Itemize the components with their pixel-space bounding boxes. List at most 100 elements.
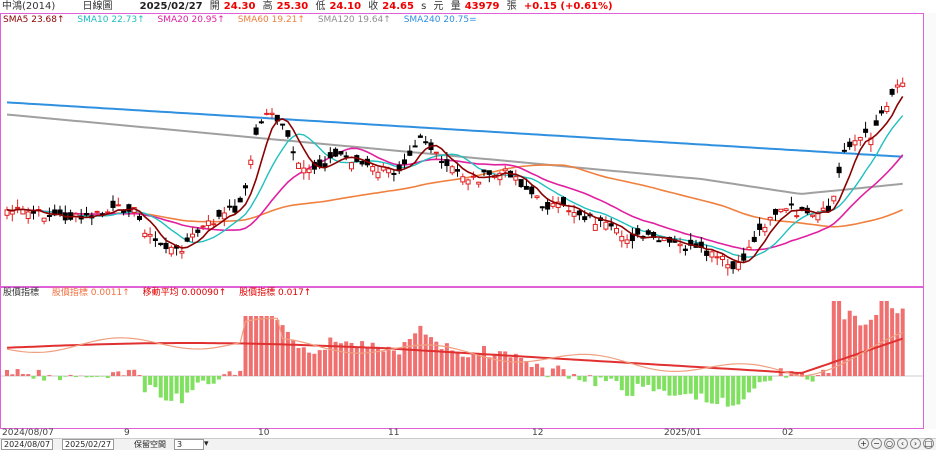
histogram-bar <box>858 325 862 376</box>
histogram-bar <box>726 376 730 407</box>
histogram-bar <box>413 333 417 376</box>
histogram-bar <box>318 350 322 376</box>
histogram-bar <box>551 368 555 376</box>
histogram-bar <box>827 373 831 376</box>
candle <box>885 102 889 114</box>
candle <box>853 135 857 152</box>
histogram-bar <box>21 374 25 376</box>
histogram-bar <box>901 309 905 376</box>
candle <box>413 140 417 147</box>
histogram-bar <box>387 347 391 376</box>
histogram-bar <box>747 376 751 392</box>
candle <box>196 227 200 236</box>
histogram-bar <box>164 376 168 400</box>
histogram-bar <box>275 320 279 376</box>
histogram-bar <box>424 335 428 376</box>
x-tick-label: 2024/08/07 <box>2 428 54 438</box>
histogram-bar <box>445 343 449 376</box>
candle <box>763 224 767 236</box>
indicator-panel[interactable]: 股價指標 股價指標 0.0011↑ 移動平均 0.00090↑ 股價指標 0.0… <box>0 287 924 429</box>
candle <box>530 185 534 198</box>
histogram-bar <box>583 376 587 382</box>
histogram-bar <box>339 343 343 376</box>
x-tick-label: 2025/01 <box>664 428 701 438</box>
candle <box>821 201 825 212</box>
histogram-bar <box>238 371 242 376</box>
histogram-bar <box>297 348 301 376</box>
histogram-bar <box>805 376 809 380</box>
histogram-bar <box>159 376 163 398</box>
candle <box>270 108 274 118</box>
quote-date: 2025/02/27 <box>140 1 203 12</box>
histogram-bar <box>138 375 142 376</box>
indicator-chart[interactable] <box>1 288 923 428</box>
price-chart-panel[interactable]: SMA5 23.68↑ SMA10 22.73↑ SMA20 20.95↑ SM… <box>0 13 924 287</box>
candle <box>874 115 878 126</box>
histogram-bar <box>715 376 719 404</box>
histogram-bar <box>74 376 78 377</box>
candle <box>832 196 836 204</box>
low-value: 24.10 <box>329 1 361 12</box>
histogram-bar <box>630 376 634 396</box>
candle <box>302 160 306 180</box>
fit-icon[interactable]: □ <box>923 438 934 449</box>
histogram-bar <box>657 376 661 389</box>
reset-icon[interactable]: ○ <box>884 438 895 449</box>
candle <box>895 79 899 93</box>
high-label: 高 <box>263 1 273 12</box>
histogram-bar <box>206 376 210 384</box>
open-label: 開 <box>210 1 220 12</box>
histogram-bar <box>842 319 846 376</box>
x-tick-label: 02 <box>782 428 793 438</box>
chart-type[interactable]: 日線圖 <box>82 1 112 12</box>
candle <box>540 206 544 211</box>
candle <box>625 234 629 248</box>
candle <box>185 233 189 242</box>
histogram-bar <box>148 376 152 385</box>
histogram-bar <box>392 351 396 376</box>
candle <box>408 145 412 156</box>
histogram-bar <box>636 376 640 384</box>
histogram-bar <box>111 372 115 376</box>
stock-name: 中鴻(2014) <box>0 1 55 12</box>
histogram-bar <box>26 374 30 376</box>
histogram-bar <box>646 376 650 385</box>
keep-space-input[interactable]: 3 <box>174 439 204 450</box>
dropdown-arrow-icon[interactable]: ▾ <box>204 439 209 449</box>
high-value: 25.30 <box>277 1 309 12</box>
candle <box>32 206 36 220</box>
zoom-out-icon[interactable]: − <box>871 438 882 449</box>
candle <box>397 161 401 174</box>
end-date-input[interactable]: 2025/02/27 <box>62 439 114 450</box>
volume-value: 43979 <box>465 1 500 12</box>
pan-left-icon[interactable]: ‹ <box>897 438 908 449</box>
histogram-bar <box>440 349 444 376</box>
zoom-in-icon[interactable]: + <box>858 438 869 449</box>
histogram-bar <box>509 357 513 376</box>
candle <box>466 179 470 191</box>
histogram-bar <box>42 376 46 381</box>
histogram-bar <box>736 376 740 404</box>
histogram-bar <box>487 357 491 376</box>
histogram-bar <box>572 374 576 376</box>
candle <box>768 217 772 226</box>
histogram-bar <box>710 376 714 404</box>
histogram-bar <box>668 376 672 396</box>
histogram-bar <box>259 316 263 376</box>
candle <box>498 171 502 185</box>
histogram-bar <box>254 316 258 376</box>
histogram-bar <box>848 311 852 376</box>
candlestick-chart[interactable] <box>1 14 923 286</box>
candle <box>228 199 232 210</box>
candle <box>153 231 157 247</box>
histogram-bar <box>694 376 698 400</box>
histogram-bar <box>535 364 539 376</box>
start-date-input[interactable]: 2024/08/07 <box>1 439 53 450</box>
candle <box>784 208 788 213</box>
histogram-bar <box>365 347 369 376</box>
candle <box>858 137 862 146</box>
histogram-bar <box>758 376 762 382</box>
candle <box>604 216 608 231</box>
candle <box>297 162 301 169</box>
pan-right-icon[interactable]: › <box>910 438 921 449</box>
